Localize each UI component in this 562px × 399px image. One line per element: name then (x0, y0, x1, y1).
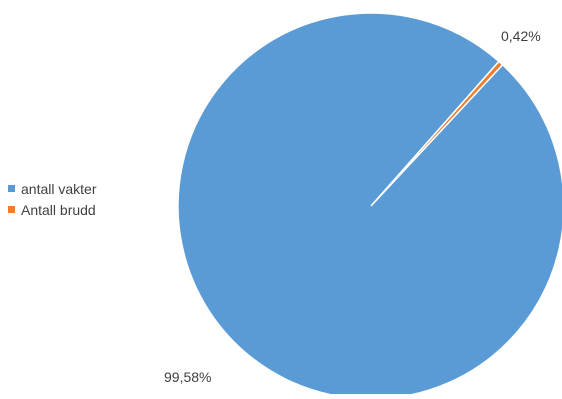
legend-swatch-antall-vakter (8, 185, 15, 192)
legend-label-antall-brudd: Antall brudd (21, 201, 96, 218)
chart-legend: antall vakter Antall brudd (8, 178, 96, 220)
pie-slice-antall-vakter (177, 12, 562, 399)
legend-swatch-antall-brudd (8, 206, 15, 213)
data-label-antall-brudd: 0,42% (501, 28, 541, 44)
legend-item-antall-brudd: Antall brudd (8, 199, 96, 220)
data-label-antall-vakter: 99,58% (164, 369, 211, 385)
legend-item-antall-vakter: antall vakter (8, 178, 96, 199)
legend-label-antall-vakter: antall vakter (21, 180, 97, 197)
